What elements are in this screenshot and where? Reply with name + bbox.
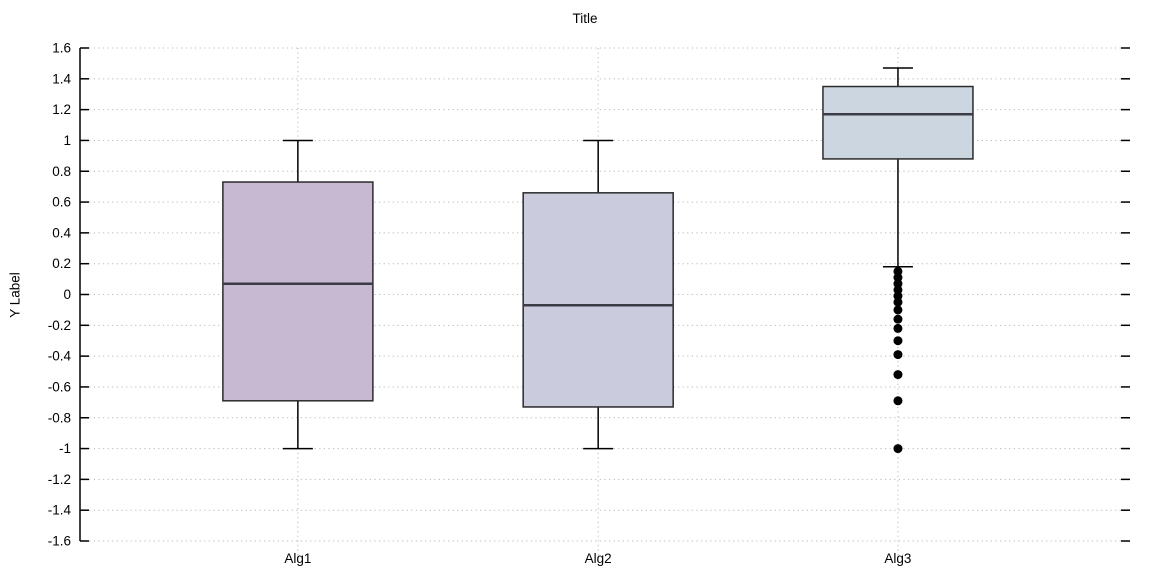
outlier-dot (893, 297, 903, 307)
x-tick-label-alg2: Alg2 (585, 551, 612, 566)
y-tick-labels: 1.6 1.4 1.2 1 0.8 0.6 0.4 0.2 0 -0.2 -0.4 -0.6 -0.8 -… (48, 41, 72, 549)
y-tick-label: -1.4 (48, 503, 72, 518)
outlier-dot (893, 323, 903, 333)
y-tick-label: -1.2 (48, 472, 71, 487)
outlier-dot (893, 291, 903, 301)
box-alg2 (522, 139, 674, 450)
outlier-dot (893, 336, 903, 346)
iqr-box (522, 192, 674, 408)
y-tick-label: -0.8 (48, 410, 71, 425)
outlier-dot (893, 305, 903, 315)
chart-title: Title (572, 11, 598, 26)
y-tick-label: 1.4 (52, 71, 71, 86)
outlier-dot (893, 266, 903, 276)
iqr-box (822, 85, 974, 160)
outlier-dot (893, 396, 903, 406)
y-tick-label: -1 (59, 441, 71, 456)
box-alg1 (222, 139, 374, 450)
axes (79, 47, 1130, 542)
y-tick-label: 1.2 (52, 102, 71, 117)
y-tick-label: 1 (63, 133, 71, 148)
outlier-dot (893, 370, 903, 380)
box-alg3 (822, 67, 974, 454)
outlier-dot (893, 444, 903, 454)
y-tick-label: 0 (63, 287, 71, 302)
x-tick-label-alg3: Alg3 (884, 551, 911, 566)
x-tick-label-alg1: Alg1 (284, 551, 311, 566)
outlier-dot (893, 279, 903, 289)
iqr-box (222, 181, 374, 402)
y-tick-label: 0.2 (52, 256, 71, 271)
outlier-dot (893, 273, 903, 283)
y-tick-label: -0.4 (48, 349, 72, 364)
x-tick-labels: Alg1 Alg2 Alg3 (284, 551, 911, 566)
outlier-dot (893, 314, 903, 324)
y-tick-label: -1.6 (48, 534, 71, 549)
y-tick-label: 1.6 (52, 41, 71, 56)
y-tick-label: 0.6 (52, 195, 71, 210)
y-tick-label: 0.8 (52, 164, 71, 179)
y-tick-label: 0.4 (52, 225, 71, 240)
outlier-dot (893, 285, 903, 295)
y-tick-label: -0.2 (48, 318, 71, 333)
y-tick-label: -0.6 (48, 379, 71, 394)
outlier-dot (893, 350, 903, 360)
